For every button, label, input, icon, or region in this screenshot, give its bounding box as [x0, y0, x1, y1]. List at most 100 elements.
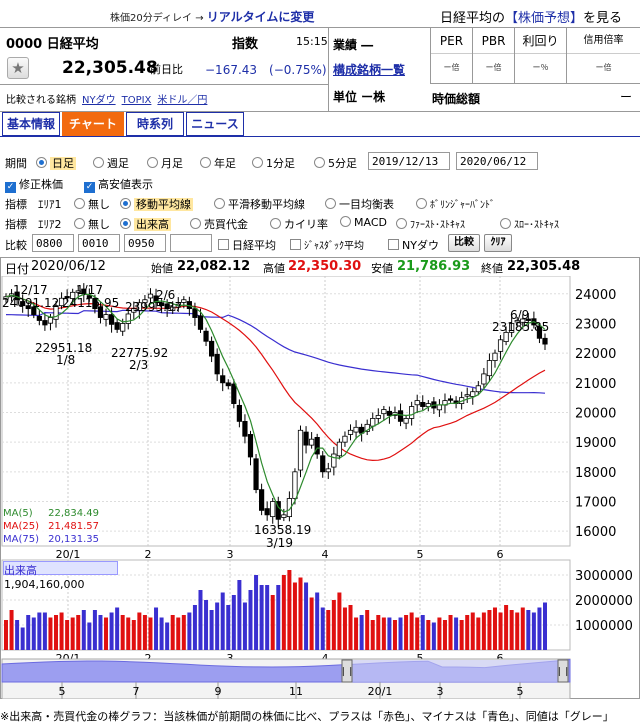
volume-bar — [231, 595, 236, 650]
ma75-path — [5, 309, 546, 394]
indicator1-label: 指標 ｴﾘｱ1 — [5, 198, 62, 211]
navigator-tick-label: 9 — [215, 685, 222, 698]
check-highlow[interactable]: ✓ 高安値表示 — [84, 178, 153, 193]
radio-icon — [190, 218, 201, 229]
volume-bar — [420, 615, 425, 650]
check-adjusted[interactable]: ✓ 修正株価 — [5, 178, 63, 193]
volume-bar — [498, 612, 503, 650]
compare-label: 比較 — [5, 239, 27, 252]
annot-26-date: 2/6 — [156, 288, 176, 302]
candle-body — [331, 453, 337, 468]
volume-bar — [237, 580, 242, 650]
volume-bar — [87, 622, 92, 650]
tab-timeseries[interactable]: 時系列 — [126, 112, 184, 136]
candle-body — [292, 471, 298, 499]
period-daily[interactable]: 日足 — [36, 155, 76, 171]
compare-link-nydow[interactable]: NYダウ — [82, 95, 116, 106]
volume-bar — [392, 620, 397, 650]
compare-input-4[interactable] — [170, 234, 212, 252]
ind2-kairi[interactable]: カイリ率 — [270, 216, 328, 232]
candle-body — [147, 293, 154, 299]
date-from-input[interactable] — [368, 152, 450, 170]
radio-icon — [120, 218, 131, 229]
price-axis: 24000 23000 22000 21000 20000 19000 18000 17000… — [575, 288, 616, 540]
volume-bar — [515, 612, 520, 650]
components-link[interactable]: 構成銘柄一覧 — [333, 63, 406, 77]
period-1min[interactable]: 1分足 — [252, 155, 295, 171]
ind2-slow-stoch[interactable]: ｽﾛｰ･ｽﾄｷｬｽ — [500, 216, 559, 231]
volume-bar — [454, 617, 459, 650]
stock-chart-svg[interactable]: 24000 23000 22000 21000 20000 19000 18000 17000… — [0, 276, 640, 699]
compare-input-3[interactable] — [124, 234, 166, 252]
period-5min[interactable]: 5分足 — [314, 155, 357, 171]
candle-body — [309, 438, 315, 446]
ind2-turnover[interactable]: 売買代金 — [190, 216, 248, 232]
navigator-window[interactable] — [342, 660, 568, 682]
volume-bar — [204, 600, 209, 650]
compare-button[interactable]: 比較 — [448, 234, 480, 252]
candle-body — [375, 415, 381, 419]
navigator-handle-icon: ❘❘ — [339, 667, 354, 677]
checkbox-icon: ✓ — [84, 182, 95, 193]
ind2-macd[interactable]: MACD — [340, 216, 387, 229]
candle-body — [364, 423, 370, 432]
compare-input-1[interactable] — [32, 234, 74, 252]
compare-jasdaq[interactable]: ｼﾞｬｽﾀﾞｯｸ平均 — [290, 237, 364, 252]
price-change: −167.43 (−0.75%) — [205, 63, 327, 77]
volume-bar — [287, 570, 292, 650]
candle-body — [114, 322, 120, 330]
navigator-left-handle[interactable] — [341, 659, 353, 683]
industry-label: 業績 ― — [333, 38, 374, 52]
index-label: 指数 — [232, 37, 259, 52]
candle-body — [347, 429, 354, 435]
favorite-star-icon[interactable]: ★ — [7, 57, 29, 79]
compare-nikkei[interactable]: 日経平均 — [218, 237, 276, 253]
tab-chart[interactable]: チャート — [62, 112, 124, 136]
volume-bar — [176, 617, 181, 650]
volume-bar — [415, 617, 420, 650]
compare-input-2[interactable] — [78, 234, 120, 252]
period-yearly[interactable]: 年足 — [200, 155, 236, 171]
ind2-volume[interactable]: 出来高 — [120, 216, 171, 232]
candle-body — [120, 323, 126, 332]
radio-icon — [74, 198, 85, 209]
candle-body — [164, 303, 170, 310]
date-to-input[interactable] — [456, 152, 538, 170]
tab-basic-info[interactable]: 基本情報 — [2, 112, 60, 136]
yoso-link[interactable]: 【株価予想】 — [505, 11, 584, 26]
candle-body — [197, 315, 204, 330]
navigator-tick-label: 5 — [517, 685, 524, 698]
radio-icon — [416, 198, 427, 209]
volume-bar — [265, 585, 270, 650]
candle-body — [353, 426, 359, 433]
ind1-bollinger[interactable]: ﾎﾞﾘﾝｼﾞｬｰﾊﾞﾝﾄﾞ — [416, 196, 495, 211]
candle-body — [336, 441, 343, 457]
volume-bar — [442, 620, 447, 650]
navigator-right-handle[interactable] — [557, 659, 569, 683]
candle-body — [20, 301, 26, 307]
period-weekly[interactable]: 週足 — [93, 155, 129, 171]
compare-link-usdjpy[interactable]: 米ドル／円 — [157, 95, 208, 106]
candle-body — [403, 418, 409, 424]
ind2-none[interactable]: 無し — [74, 216, 110, 232]
radio-icon — [93, 157, 104, 168]
annot-18-value: 22951.18 — [35, 341, 93, 355]
ind1-none[interactable]: 無し — [74, 196, 110, 212]
ind1-ma[interactable]: 移動平均線 — [120, 196, 193, 212]
ind1-ichimoku[interactable]: 一目均衡表 — [325, 196, 394, 212]
ind1-smooth-ma[interactable]: 平滑移動平均線 — [214, 196, 305, 212]
divider — [0, 111, 640, 112]
date-axis: 20/1 2 3 4 5 6 — [56, 548, 504, 561]
tab-news[interactable]: ニュース — [186, 112, 244, 136]
candle-body — [320, 455, 326, 473]
compare-nydow[interactable]: NYダウ — [388, 237, 439, 253]
clear-button[interactable]: ｸﾘｱ — [484, 234, 512, 252]
period-monthly[interactable]: 月足 — [147, 155, 183, 171]
volume-grid — [2, 560, 570, 650]
candle-body — [53, 305, 59, 320]
realtime-link[interactable]: リアルタイムに変更 — [206, 10, 315, 24]
checkbox-icon — [388, 239, 399, 250]
compare-link-topix[interactable]: TOPIX — [121, 95, 152, 106]
ind2-fast-stoch[interactable]: ﾌｧｰｽﾄ･ｽﾄｷｬｽ — [396, 216, 465, 231]
navigator-tick-label: 5 — [59, 685, 66, 698]
